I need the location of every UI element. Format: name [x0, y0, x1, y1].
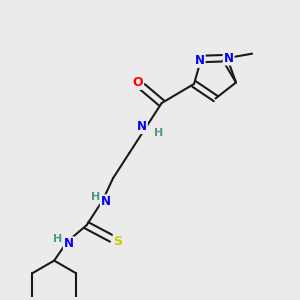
- Text: H: H: [154, 128, 163, 138]
- Text: H: H: [53, 233, 63, 244]
- Text: O: O: [132, 76, 142, 89]
- Text: N: N: [101, 195, 111, 208]
- Text: N: N: [224, 52, 234, 64]
- Text: N: N: [137, 120, 147, 133]
- Text: N: N: [64, 237, 74, 250]
- Text: H: H: [91, 192, 100, 202]
- Text: N: N: [195, 54, 205, 67]
- Text: S: S: [114, 235, 123, 248]
